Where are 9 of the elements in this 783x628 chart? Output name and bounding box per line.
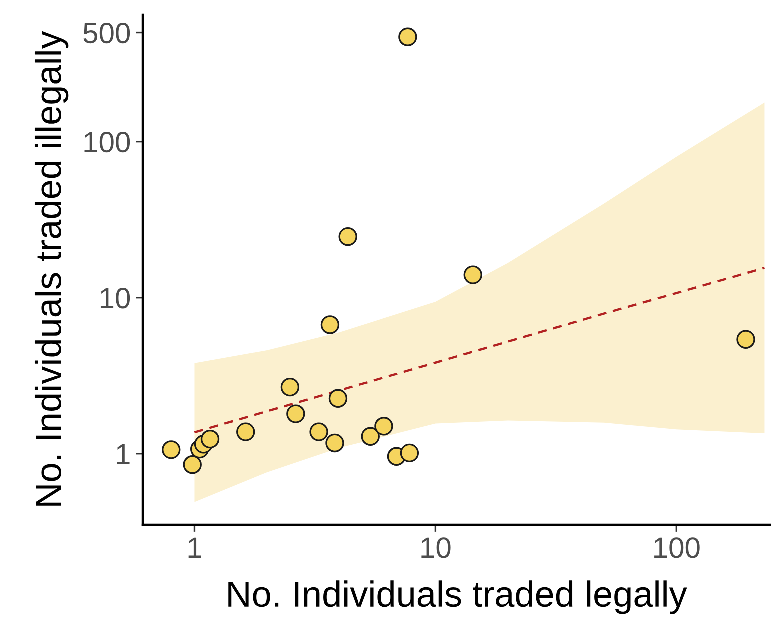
x-tick-label: 10	[422, 538, 451, 558]
x-tick-label: 1	[188, 538, 202, 558]
y-tick-label: 1	[117, 444, 130, 464]
y-tick-label: 100	[84, 132, 130, 153]
x-tick-label: 100	[654, 538, 700, 558]
x-axis-title: No. Individuals traded legally	[228, 580, 688, 614]
y-axis-title: No. Individuals traded illegally	[34, 31, 69, 506]
y-tick-label: 10	[100, 288, 130, 309]
y-tick-label: 500	[84, 22, 130, 44]
